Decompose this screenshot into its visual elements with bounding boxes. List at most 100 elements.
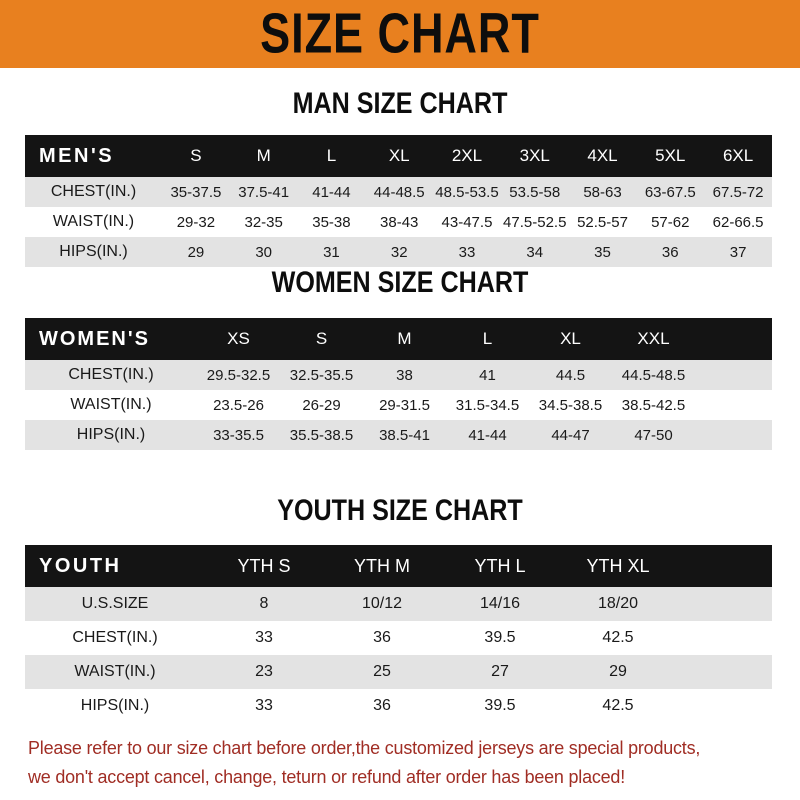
women-cell-spacer	[695, 390, 772, 420]
youth-cell-4-1: 33	[205, 689, 323, 723]
men-cell-1-4: 44-48.5	[365, 177, 434, 207]
youth-cell-4-2: 36	[323, 689, 441, 723]
youth-row-label-1: U.S.SIZE	[25, 587, 205, 621]
women-size-table: WOMEN'S XS S M L XL XXL CHEST(IN.) 29.5-32.5 32.5…	[25, 318, 772, 450]
men-row-label-3: HIPS(IN.)	[25, 237, 163, 267]
youth-size-header-1: YTH S	[237, 555, 291, 576]
men-cell-3-8: 36	[636, 237, 705, 267]
women-row-header-label: WOMEN'S	[39, 327, 150, 350]
men-cell-1-8: 63-67.5	[636, 177, 705, 207]
men-cell-1-5: 48.5-53.5	[433, 177, 501, 207]
men-cell-3-6: 34	[500, 237, 569, 267]
youth-cell-1-1: 8	[205, 587, 323, 621]
table-row: U.S.SIZE 8 10/12 14/16 18/20	[25, 587, 772, 621]
men-size-header-6: 3XL	[519, 146, 550, 165]
men-cell-2-7: 52.5-57	[568, 207, 637, 237]
order-policy-note: Please refer to our size chart before or…	[28, 733, 754, 791]
order-policy-note-line-1: Please refer to our size chart before or…	[28, 737, 701, 758]
women-header-row: WOMEN'S XS S M L XL XXL	[25, 318, 772, 360]
youth-cell-3-4: 29	[559, 655, 677, 689]
table-row: HIPS(IN.) 29 30 31 32 33 34 35 36 37	[25, 237, 772, 267]
men-size-table-wrapper: MEN'S S M L XL 2XL 3XL 4XL 5XL 6XL CHEST(IN.) 35-37…	[25, 135, 772, 267]
men-size-header-8: 5XL	[655, 146, 686, 165]
table-row: CHEST(IN.) 29.5-32.5 32.5-35.5 38 41 44.5 44.5…	[25, 360, 772, 390]
youth-cell-spacer	[677, 621, 772, 655]
youth-cell-spacer	[677, 587, 772, 621]
table-row: HIPS(IN.) 33 36 39.5 42.5	[25, 689, 772, 723]
women-size-header-2: S	[315, 329, 328, 348]
youth-size-header-3: YTH L	[474, 555, 526, 576]
men-cell-3-1: 29	[162, 237, 230, 267]
youth-row-label-4: HIPS(IN.)	[25, 689, 205, 723]
youth-cell-2-4: 42.5	[559, 621, 677, 655]
women-size-header-6: XXL	[637, 329, 670, 348]
women-row-label-2: WAIST(IN.)	[25, 390, 197, 420]
youth-header-spacer	[677, 545, 772, 587]
women-size-header-3: M	[397, 329, 412, 348]
youth-size-header-2: YTH M	[354, 555, 410, 576]
men-cell-1-7: 58-63	[568, 177, 637, 207]
women-cell-1-3: 38	[363, 360, 446, 390]
women-cell-3-5: 44-47	[529, 420, 612, 450]
men-cell-2-2: 32-35	[229, 207, 298, 237]
men-cell-3-7: 35	[568, 237, 637, 267]
men-size-header-3: L	[326, 146, 337, 165]
women-cell-1-2: 32.5-35.5	[280, 360, 363, 390]
men-size-header-2: M	[256, 146, 271, 165]
men-cell-2-3: 35-38	[297, 207, 366, 237]
women-cell-1-6: 44.5-48.5	[612, 360, 695, 390]
youth-cell-spacer	[677, 689, 772, 723]
youth-section-title: YOUTH SIZE CHART	[277, 493, 523, 527]
men-size-header-1: S	[190, 146, 202, 165]
women-cell-2-1: 23.5-26	[197, 390, 280, 420]
youth-cell-3-3: 27	[441, 655, 559, 689]
youth-cell-2-3: 39.5	[441, 621, 559, 655]
men-cell-2-5: 43-47.5	[433, 207, 501, 237]
page-banner: SIZE CHART	[0, 0, 800, 68]
women-section-title: WOMEN SIZE CHART	[271, 265, 529, 299]
women-cell-3-3: 38.5-41	[363, 420, 446, 450]
women-header-spacer	[695, 318, 772, 360]
page-title: SIZE CHART	[260, 2, 540, 65]
women-cell-3-6: 47-50	[612, 420, 695, 450]
women-cell-2-6: 38.5-42.5	[612, 390, 695, 420]
youth-cell-3-2: 25	[323, 655, 441, 689]
women-cell-2-5: 34.5-38.5	[529, 390, 612, 420]
table-row: WAIST(IN.) 23 25 27 29	[25, 655, 772, 689]
men-cell-1-9: 67.5-72	[704, 177, 772, 207]
men-cell-2-9: 62-66.5	[704, 207, 772, 237]
youth-cell-4-4: 42.5	[559, 689, 677, 723]
youth-cell-2-2: 36	[323, 621, 441, 655]
men-row-label-1: CHEST(IN.)	[25, 177, 163, 207]
men-cell-1-3: 41-44	[297, 177, 366, 207]
men-row-label-2: WAIST(IN.)	[25, 207, 163, 237]
youth-size-table-wrapper: YOUTH YTH S YTH M YTH L YTH XL U.S.SIZE 8 10/12…	[25, 545, 772, 723]
women-row-label-1: CHEST(IN.)	[25, 360, 197, 390]
men-cell-3-9: 37	[704, 237, 772, 267]
men-cell-3-4: 32	[365, 237, 434, 267]
youth-size-table: YOUTH YTH S YTH M YTH L YTH XL U.S.SIZE 8 10/12…	[25, 545, 772, 723]
men-cell-3-3: 31	[297, 237, 366, 267]
women-size-header-4: L	[482, 329, 493, 348]
men-cell-1-1: 35-37.5	[162, 177, 230, 207]
men-cell-3-2: 30	[229, 237, 298, 267]
men-cell-1-2: 37.5-41	[229, 177, 298, 207]
men-cell-2-1: 29-32	[162, 207, 230, 237]
youth-cell-1-3: 14/16	[441, 587, 559, 621]
table-row: WAIST(IN.) 29-32 32-35 35-38 38-43 43-47.5 47.…	[25, 207, 772, 237]
women-cell-3-1: 33-35.5	[197, 420, 280, 450]
youth-row-label-2: CHEST(IN.)	[25, 621, 205, 655]
youth-cell-3-1: 23	[205, 655, 323, 689]
men-cell-1-6: 53.5-58	[500, 177, 569, 207]
men-header-row: MEN'S S M L XL 2XL 3XL 4XL 5XL 6XL	[25, 135, 772, 177]
table-row: WAIST(IN.) 23.5-26 26-29 29-31.5 31.5-34.5 34…	[25, 390, 772, 420]
table-row: CHEST(IN.) 35-37.5 37.5-41 41-44 44-48.5 48.5…	[25, 177, 772, 207]
women-size-header-1: XS	[227, 329, 250, 348]
women-cell-2-4: 31.5-34.5	[446, 390, 529, 420]
women-cell-spacer	[695, 420, 772, 450]
men-cell-2-8: 57-62	[636, 207, 705, 237]
table-row: CHEST(IN.) 33 36 39.5 42.5	[25, 621, 772, 655]
women-cell-3-4: 41-44	[446, 420, 529, 450]
youth-cell-1-2: 10/12	[323, 587, 441, 621]
women-size-table-wrapper: WOMEN'S XS S M L XL XXL CHEST(IN.) 29.5-32.5 32.5…	[25, 318, 772, 450]
